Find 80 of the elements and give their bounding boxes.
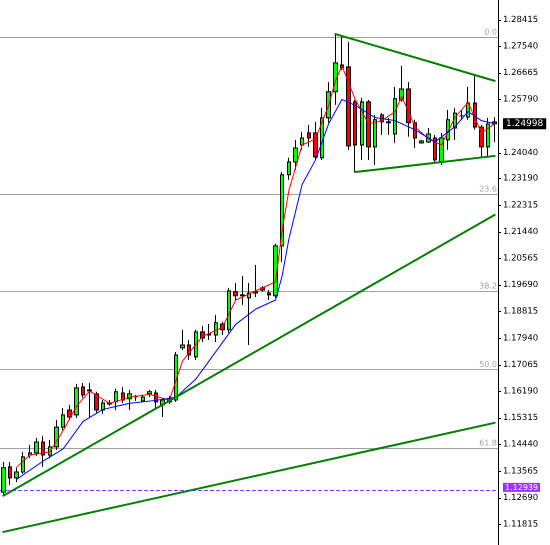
candlestick [267, 289, 271, 301]
candlestick [54, 420, 59, 450]
candlestick [333, 34, 338, 106]
candlestick [233, 282, 238, 301]
candlestick [1, 462, 6, 496]
y-tick-label: 1.18815 [503, 306, 538, 317]
candlestick [67, 404, 72, 421]
candlestick [253, 264, 258, 298]
y-tick-label: 1.14440 [503, 440, 538, 450]
y-tick-label: 1.16190 [503, 386, 538, 396]
candlestick [473, 74, 477, 130]
y-tick-label: 1.27540 [503, 42, 538, 52]
candlestick [74, 383, 79, 418]
y-tick-label: 1.13565 [503, 466, 538, 476]
candlestick [360, 97, 364, 160]
candlestick [413, 119, 417, 149]
y-tick-label: 1.28415 [503, 14, 538, 25]
candlestick [293, 139, 298, 170]
candlestick [353, 100, 357, 173]
y-tick-label: 1.22315 [503, 200, 538, 210]
candlestick [121, 386, 125, 404]
annotation: 50.0 [479, 360, 497, 370]
text: 1.24998 [506, 118, 544, 129]
y-tick-label: 1.23190 [503, 174, 538, 184]
y-tick-label: 1.19690 [503, 280, 538, 290]
candlestick [141, 394, 145, 402]
y-tick-label: 1.17940 [503, 333, 538, 344]
candlestick [200, 325, 205, 342]
y-tick-label: 1.21440 [503, 226, 538, 237]
candlestick [220, 321, 225, 336]
annotation: 38.2 [479, 282, 497, 291]
candlestick [313, 121, 318, 160]
candlestick [180, 329, 185, 350]
candlestick [373, 114, 377, 166]
y-tick-label: 1.15315 [503, 413, 538, 424]
candlestick [433, 134, 437, 163]
candlestick [114, 388, 118, 411]
annotation: 23.6 [479, 184, 497, 194]
candlestick [486, 117, 490, 158]
candlestick [406, 82, 411, 138]
y-tick-label: 1.26665 [503, 68, 538, 78]
candlestick [101, 400, 105, 414]
candlestick [61, 407, 65, 431]
candlestick [207, 324, 211, 340]
candlestick [94, 391, 99, 414]
candlestick [8, 462, 12, 486]
candlestick [307, 124, 311, 148]
y-tick-label: 1.11815 [503, 519, 538, 530]
y-tick-label: 1.20565 [503, 254, 538, 264]
candlestick [366, 100, 371, 160]
candlestick [21, 451, 25, 474]
candlestick [214, 314, 218, 342]
y-tick-label: 1.17065 [503, 360, 538, 370]
candlestick [227, 287, 231, 334]
candlestick [393, 86, 397, 144]
candlestick [154, 389, 158, 408]
candlestick [240, 275, 245, 306]
candlestick [14, 467, 19, 483]
ref-line-label: 1.12939 [505, 482, 538, 492]
y-tick-label: 1.24040 [503, 148, 538, 158]
candlestick [280, 172, 284, 263]
candlestick [81, 382, 85, 398]
candlestick [300, 131, 304, 150]
candlestick [147, 389, 152, 398]
y-tick-label: 1.25790 [503, 94, 538, 105]
annotation: 61.8 [479, 438, 497, 448]
candlestick [380, 112, 384, 136]
candlestick [34, 438, 39, 456]
candlestick [134, 394, 138, 402]
candlestick [28, 444, 32, 459]
candlestick [386, 117, 391, 136]
candlestick [479, 124, 484, 158]
y-tick-label: 1.12690 [503, 492, 538, 503]
candlestick [247, 282, 251, 346]
candlestick [194, 329, 198, 360]
candlestick [187, 339, 191, 360]
candlestick [459, 110, 464, 120]
candlestick [87, 382, 92, 418]
annotation: 0.0 [484, 27, 497, 36]
candlestick [287, 157, 291, 180]
